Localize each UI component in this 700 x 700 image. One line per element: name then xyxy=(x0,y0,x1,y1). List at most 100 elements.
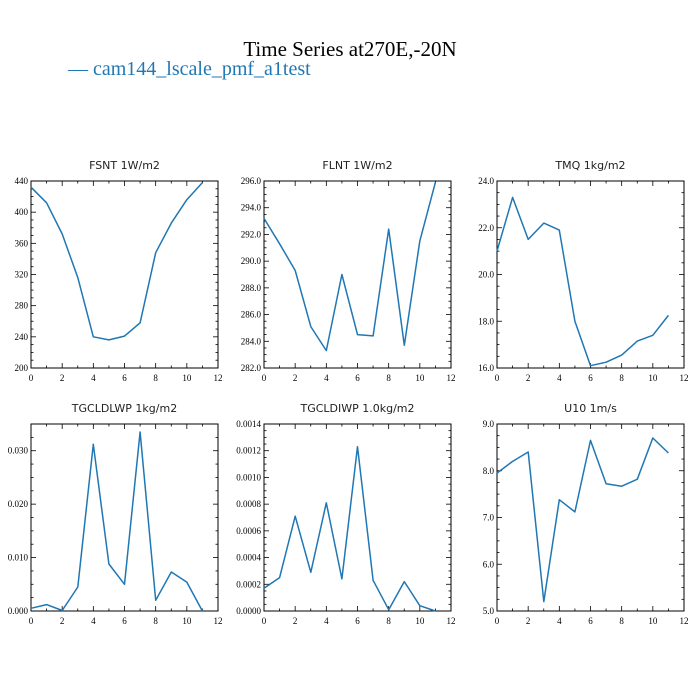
plot-frame xyxy=(263,180,452,369)
y-tick-label: 320 xyxy=(15,270,29,280)
y-tick-label: 284.0 xyxy=(241,336,262,346)
x-tick-label: 8 xyxy=(386,616,391,626)
y-tick-label: 6.0 xyxy=(483,559,495,569)
y-tick-label: 22.0 xyxy=(478,223,494,233)
y-tick-label: 7.0 xyxy=(483,513,495,523)
plot-frame xyxy=(496,423,685,612)
panel-2: FLNT 1W/m2 0 2 4 6 8 10 12 282.0 284.0 286.0 288.0 2… xyxy=(241,159,456,383)
x-tick-label: 6 xyxy=(588,373,593,383)
x-tick-label: 6 xyxy=(355,373,360,383)
x-tick-label: 2 xyxy=(60,373,65,383)
y-tick-label: 0.0012 xyxy=(236,446,261,456)
y-tick-label: 292.0 xyxy=(241,229,262,239)
x-tick-label: 12 xyxy=(680,373,689,383)
y-tick-label: 400 xyxy=(15,207,29,217)
x-tick-label: 12 xyxy=(447,616,456,626)
y-tick-label: 8.0 xyxy=(483,466,495,476)
panel-title: TGCLDIWP 1.0kg/m2 xyxy=(299,402,414,415)
panel-6: U10 1m/s 0 2 4 6 8 10 12 5.0 6.0 7.0 8.0 9.0 xyxy=(483,402,689,626)
x-tick-label: 10 xyxy=(648,373,658,383)
y-tick-label: 288.0 xyxy=(241,283,262,293)
y-tick-label: 282.0 xyxy=(241,363,262,373)
x-tick-label: 10 xyxy=(648,616,658,626)
y-tick-label: 294.0 xyxy=(241,203,262,213)
y-tick-label: 5.0 xyxy=(483,606,495,616)
panel-title: FSNT 1W/m2 xyxy=(89,159,160,172)
x-tick-label: 0 xyxy=(495,373,500,383)
y-tick-label: 0.020 xyxy=(8,499,29,509)
x-tick-label: 0 xyxy=(495,616,500,626)
y-tick-label: 20.0 xyxy=(478,270,494,280)
x-tick-label: 12 xyxy=(214,616,223,626)
x-tick-label: 6 xyxy=(355,616,360,626)
y-tick-label: 296.0 xyxy=(241,176,262,186)
x-tick-label: 4 xyxy=(557,373,562,383)
x-tick-label: 2 xyxy=(526,616,531,626)
panel-title: TGCLDLWP 1kg/m2 xyxy=(71,402,177,415)
y-tick-label: 0.0002 xyxy=(236,579,261,589)
x-tick-label: 8 xyxy=(619,616,624,626)
y-tick-label: 9.0 xyxy=(483,419,495,429)
plot-frame xyxy=(496,180,685,369)
y-tick-label: 280 xyxy=(15,301,29,311)
x-tick-label: 6 xyxy=(588,616,593,626)
y-tick-label: 24.0 xyxy=(478,176,494,186)
y-tick-label: 240 xyxy=(15,332,29,342)
y-tick-label: 0.030 xyxy=(8,446,29,456)
x-tick-label: 10 xyxy=(415,616,425,626)
x-tick-label: 12 xyxy=(680,616,689,626)
x-tick-label: 10 xyxy=(182,616,192,626)
x-tick-label: 4 xyxy=(91,373,96,383)
x-tick-label: 4 xyxy=(324,616,329,626)
x-tick-label: 12 xyxy=(214,373,223,383)
y-tick-label: 0.0006 xyxy=(236,526,261,536)
figure-title: Time Series at270E,-20N xyxy=(243,37,457,61)
x-tick-label: 0 xyxy=(262,616,267,626)
x-tick-label: 10 xyxy=(182,373,192,383)
x-tick-label: 6 xyxy=(122,616,127,626)
y-tick-label: 18.0 xyxy=(478,316,494,326)
panel-title: FLNT 1W/m2 xyxy=(322,159,392,172)
y-tick-label: 360 xyxy=(15,238,29,248)
x-tick-label: 2 xyxy=(293,373,298,383)
x-tick-label: 12 xyxy=(447,373,456,383)
panel-title: TMQ 1kg/m2 xyxy=(554,159,625,172)
series-line xyxy=(263,445,436,612)
y-tick-label: 0.0004 xyxy=(236,553,261,563)
x-tick-label: 8 xyxy=(153,616,158,626)
x-tick-label: 6 xyxy=(122,373,127,383)
series-line xyxy=(263,182,437,352)
y-tick-label: 286.0 xyxy=(241,310,262,320)
y-tick-label: 0.0000 xyxy=(236,606,261,616)
x-tick-label: 10 xyxy=(415,373,425,383)
series-line xyxy=(496,437,669,603)
x-tick-label: 4 xyxy=(324,373,329,383)
y-tick-label: 0.0010 xyxy=(236,472,261,482)
panel-3: TMQ 1kg/m2 0 2 4 6 8 10 12 16.0 18.0 20.0 22.0 24.0 xyxy=(478,159,688,383)
panel-5: TGCLDIWP 1.0kg/m2 0 2 4 6 8 10 12 0.0000 0.0002 0.… xyxy=(236,402,455,626)
plot-frame xyxy=(30,180,219,369)
y-tick-label: 200 xyxy=(15,363,29,373)
series-line xyxy=(30,182,203,341)
panel-title: U10 1m/s xyxy=(564,402,617,415)
y-tick-label: 0.010 xyxy=(8,553,29,563)
x-tick-label: 8 xyxy=(153,373,158,383)
x-tick-label: 0 xyxy=(262,373,267,383)
x-tick-label: 8 xyxy=(619,373,624,383)
x-tick-label: 2 xyxy=(60,616,65,626)
y-tick-label: 16.0 xyxy=(478,363,494,373)
y-tick-label: 0.0014 xyxy=(236,419,261,429)
y-tick-label: 0.0008 xyxy=(236,499,261,509)
x-tick-label: 0 xyxy=(29,616,34,626)
series-line xyxy=(496,196,669,367)
y-tick-label: 0.000 xyxy=(8,606,29,616)
legend-entry: — cam144_lscale_pmf_a1test xyxy=(68,58,311,80)
panel-4: TGCLDLWP 1kg/m2 0 2 4 6 8 10 12 0.000 0.010 0.020 0… xyxy=(8,402,223,626)
x-tick-label: 2 xyxy=(293,616,298,626)
y-tick-label: 290.0 xyxy=(241,256,262,266)
series-line xyxy=(30,431,204,612)
y-tick-label: 440 xyxy=(15,176,29,186)
panel-1: FSNT 1W/m2 0 2 4 6 8 10 12 200 240 280 320 360 400 440 xyxy=(15,159,223,383)
